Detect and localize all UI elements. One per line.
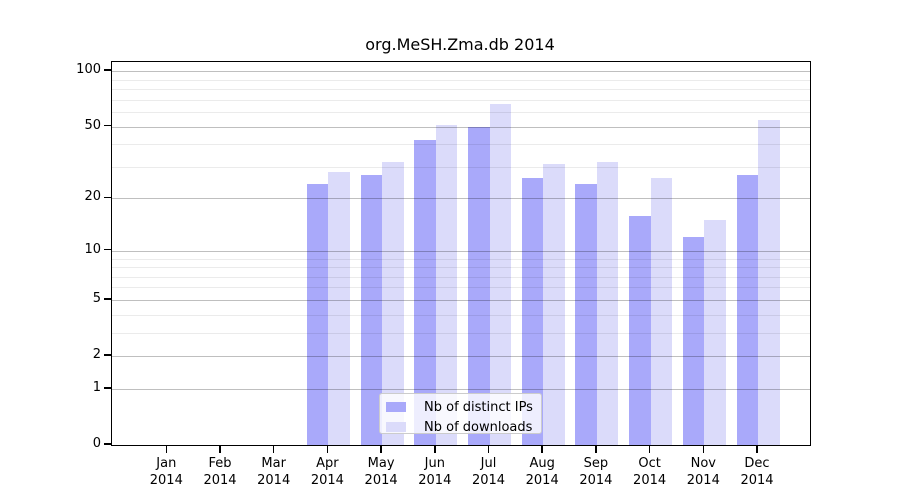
x-tick-mark	[756, 446, 758, 453]
x-tick-mark	[595, 446, 597, 453]
x-tick-mark	[326, 446, 329, 453]
y-tick-mark	[104, 298, 111, 300]
y-tick-label: 50	[84, 117, 101, 133]
y-tick-label: 1	[92, 379, 101, 395]
y-tick-label: 10	[84, 241, 101, 257]
bar-aug-downloads	[543, 164, 565, 445]
legend-item-distinct-ips: Nb of distinct IPs	[386, 399, 541, 415]
y-tick-label: 0	[92, 436, 101, 451]
legend: Nb of distinct IPs Nb of downloads	[379, 393, 542, 435]
bar-may-distinct-ips	[360, 175, 383, 445]
bar-nov-downloads	[704, 220, 726, 445]
x-tick-label: Jul 2014	[471, 456, 506, 488]
y-tick-mark	[104, 248, 111, 251]
x-tick-mark	[272, 446, 275, 453]
y-tick-mark	[104, 124, 111, 127]
legend-item-downloads: Nb of downloads	[386, 419, 541, 435]
bar-oct-downloads	[650, 178, 673, 445]
legend-label-distinct-ips: Nb of distinct IPs	[424, 399, 533, 415]
x-tick-label: Jan 2014	[149, 456, 183, 488]
bar-dec-distinct-ips	[736, 175, 758, 445]
x-tick-mark	[434, 446, 436, 453]
x-tick-label: Aug 2014	[525, 456, 559, 488]
y-tick-mark	[104, 387, 111, 389]
bar-oct-distinct-ips	[629, 215, 651, 445]
x-tick-label: Apr 2014	[310, 456, 344, 488]
x-tick-mark	[487, 446, 490, 453]
legend-swatch-distinct-ips-icon	[386, 402, 406, 412]
y-tick-label: 2	[92, 347, 101, 362]
y-tick-label: 5	[92, 290, 101, 306]
bar-apr-downloads	[328, 172, 350, 445]
bar-sep-downloads	[596, 161, 619, 445]
x-tick-label: Oct 2014	[633, 456, 667, 488]
x-tick-label: Dec 2014	[740, 456, 774, 488]
bars-layer	[112, 62, 810, 445]
bar-jun-downloads	[435, 124, 458, 445]
bar-dec-downloads	[758, 120, 780, 445]
x-tick-mark	[219, 446, 221, 453]
plot-area: Nb of distinct IPs Nb of downloads	[111, 61, 811, 446]
bar-sep-distinct-ips	[575, 184, 597, 445]
y-tick-mark	[104, 354, 111, 356]
bar-jul-downloads	[489, 104, 511, 445]
y-tick-mark	[104, 443, 111, 445]
y-tick-mark	[104, 69, 111, 71]
x-tick-mark	[702, 446, 705, 453]
x-tick-label: Jun 2014	[418, 456, 452, 488]
bar-nov-distinct-ips	[682, 237, 705, 445]
x-tick-mark	[165, 446, 168, 453]
x-tick-mark	[648, 446, 651, 453]
y-tick-mark	[104, 196, 111, 199]
y-tick-label: 100	[76, 62, 101, 78]
x-tick-label: May 2014	[364, 456, 398, 488]
bar-aug-distinct-ips	[521, 178, 544, 445]
bar-jun-distinct-ips	[414, 140, 436, 445]
legend-label-downloads: Nb of downloads	[424, 419, 533, 435]
x-tick-mark	[541, 446, 543, 453]
bar-may-downloads	[382, 161, 404, 445]
x-tick-label: Nov 2014	[686, 456, 720, 488]
legend-swatch-downloads-icon	[386, 422, 406, 432]
x-tick-label: Feb 2014	[203, 456, 237, 488]
x-tick-label: Mar 2014	[257, 456, 291, 488]
y-tick-label: 20	[84, 189, 101, 205]
bar-apr-distinct-ips	[306, 184, 329, 445]
bar-jul-distinct-ips	[468, 126, 490, 445]
x-tick-mark	[380, 446, 382, 453]
chart-title: org.MeSH.Zma.db 2014	[365, 35, 555, 54]
x-tick-label: Sep 2014	[579, 456, 613, 488]
